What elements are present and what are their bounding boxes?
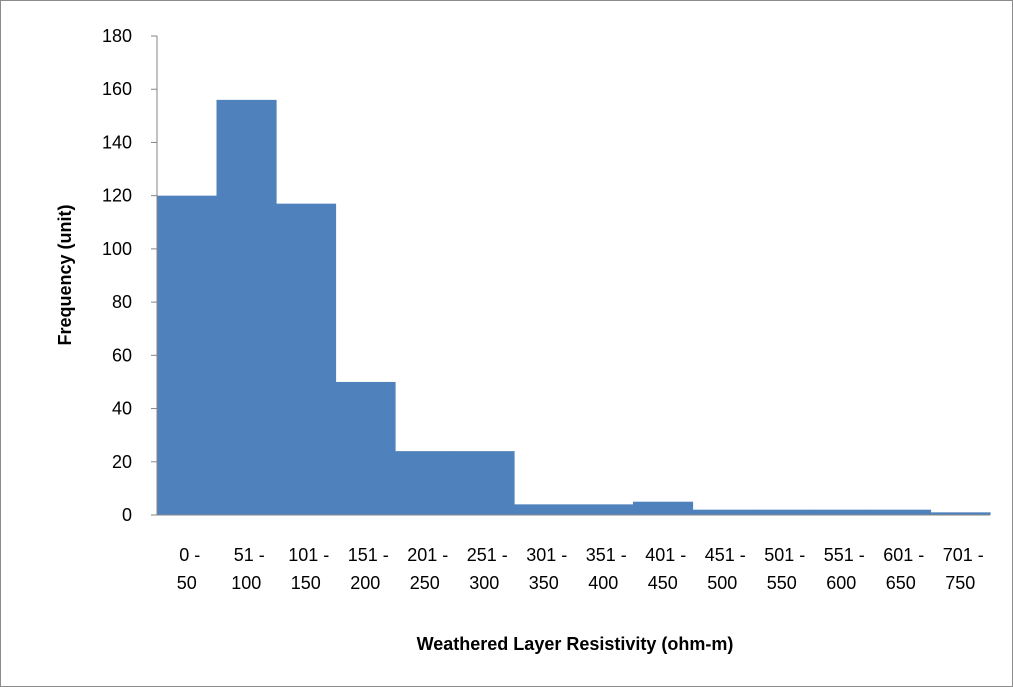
bar-2 (276, 203, 337, 515)
x-tick-label: 550 (767, 573, 797, 593)
x-tick-label: 0 - (179, 545, 200, 565)
x-tick-label: 251 - (467, 545, 508, 565)
x-tick-label: 400 (588, 573, 618, 593)
y-tick-labels: 0 20 40 60 80 100 120 140 160 180 (102, 26, 132, 525)
x-tick-label: 301 - (526, 545, 567, 565)
bar-8 (633, 501, 694, 515)
bar-1 (216, 99, 277, 515)
y-tick-label: 120 (102, 186, 132, 206)
y-tick-label: 80 (112, 292, 132, 312)
y-tick-label: 140 (102, 132, 132, 152)
x-tick-label: 350 (529, 573, 559, 593)
bars-group (157, 99, 991, 515)
axes-group (151, 35, 990, 516)
bar-13 (930, 512, 991, 515)
x-tick-label: 750 (945, 573, 975, 593)
x-tick-label: 101 - (288, 545, 329, 565)
x-axis-title: Weathered Layer Resistivity (ohm-m) (417, 634, 734, 654)
bar-11 (811, 509, 872, 515)
x-tick-label: 600 (826, 573, 856, 593)
x-tick-label: 401 - (645, 545, 686, 565)
y-tick-label: 20 (112, 452, 132, 472)
x-tick-labels: 0 - 50 51 - 100 101 - 150 151 - 200 201 - 250 251 … (177, 545, 984, 593)
x-tick-label: 450 (648, 573, 678, 593)
x-tick-label: 351 - (586, 545, 627, 565)
bar-3 (335, 381, 396, 515)
y-tick-label: 60 (112, 345, 132, 365)
x-tick-label: 50 (177, 573, 197, 593)
y-tick-label: 0 (122, 505, 132, 525)
x-tick-label: 100 (231, 573, 261, 593)
x-tick-label: 250 (410, 573, 440, 593)
x-tick-label: 150 (291, 573, 321, 593)
y-tick-label: 40 (112, 399, 132, 419)
bar-9 (692, 509, 753, 515)
bar-0 (157, 195, 218, 515)
y-tick-label: 180 (102, 26, 132, 46)
x-tick-label: 701 - (943, 545, 984, 565)
bar-7 (573, 504, 634, 515)
bar-4 (395, 451, 456, 515)
x-tick-label: 201 - (407, 545, 448, 565)
x-tick-label: 551 - (824, 545, 865, 565)
x-tick-label: 200 (350, 573, 380, 593)
x-tick-label: 151 - (348, 545, 389, 565)
x-tick-label: 451 - (705, 545, 746, 565)
bar-5 (454, 451, 515, 515)
bar-6 (514, 504, 575, 515)
x-tick-label: 501 - (764, 545, 805, 565)
x-tick-label: 601 - (883, 545, 924, 565)
x-tick-label: 500 (707, 573, 737, 593)
x-tick-label: 650 (886, 573, 916, 593)
bar-12 (871, 509, 932, 515)
y-tick-label: 100 (102, 239, 132, 259)
bar-10 (752, 509, 813, 515)
y-tick-label: 160 (102, 79, 132, 99)
x-tick-label: 300 (469, 573, 499, 593)
x-tick-label: 51 - (234, 545, 265, 565)
y-axis-title: Frequency (unit) (55, 204, 75, 345)
